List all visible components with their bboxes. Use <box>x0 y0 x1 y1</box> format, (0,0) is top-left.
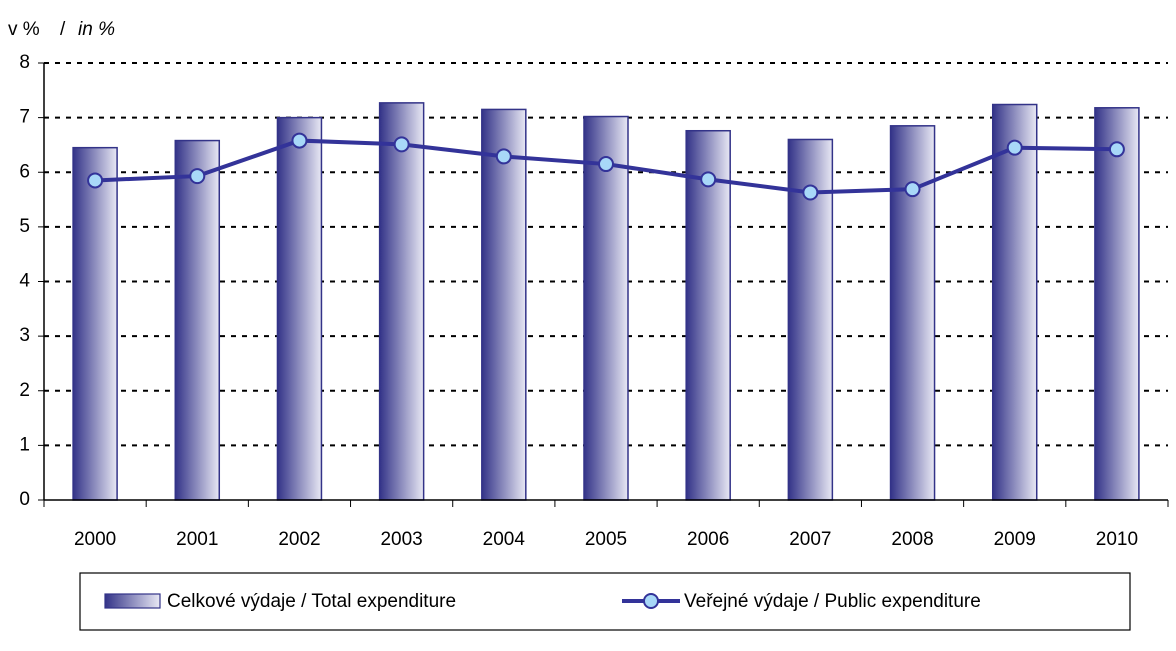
y-tick-label: 7 <box>19 107 30 128</box>
marker <box>1006 139 1023 156</box>
bar <box>991 103 1038 501</box>
y-tick-label: 5 <box>19 216 30 237</box>
marker <box>802 184 819 201</box>
x-tick-label: 2003 <box>380 529 422 550</box>
x-tick-label: 2010 <box>1096 529 1138 550</box>
legend-label: Celkové výdaje / Total expenditure <box>167 591 456 612</box>
marker <box>291 132 308 149</box>
marker <box>87 172 104 189</box>
bar <box>583 115 629 501</box>
y-tick-label: 8 <box>19 52 30 73</box>
x-tick-label: 2002 <box>278 529 320 550</box>
legend-label: Veřejné výdaje / Public expenditure <box>684 591 981 612</box>
x-tick-label: 2001 <box>176 529 218 550</box>
x-tick-label: 2008 <box>891 529 933 550</box>
marker <box>598 156 614 173</box>
y-tick-label: 6 <box>19 161 30 182</box>
legend-box <box>79 572 1131 631</box>
x-tick-label: 2006 <box>687 529 729 550</box>
x-tick-label: 2004 <box>483 529 526 550</box>
bar <box>174 139 221 501</box>
marker <box>189 168 206 185</box>
y-axis-label: v % <box>8 19 40 40</box>
x-tick-label: 2000 <box>74 529 116 550</box>
y-tick-label: 2 <box>19 380 30 401</box>
marker <box>495 148 512 165</box>
bar <box>378 102 425 501</box>
marker <box>904 181 921 198</box>
y-tick-label: 4 <box>19 271 30 292</box>
y-tick-label: 3 <box>19 325 30 346</box>
bar <box>481 108 527 501</box>
y-tick-label: 1 <box>19 434 30 455</box>
bar <box>276 116 323 501</box>
marker <box>700 171 717 188</box>
bar <box>72 146 118 501</box>
x-tick-label: 2007 <box>789 529 831 550</box>
bar <box>685 129 731 501</box>
bar <box>1094 107 1140 501</box>
x-tick-label: 2009 <box>994 529 1036 550</box>
marker <box>393 136 410 153</box>
y-axis-label-english: in % <box>78 19 115 40</box>
legend-swatch <box>104 593 161 609</box>
legend-swatch-marker <box>643 593 659 609</box>
marker <box>1108 141 1125 158</box>
y-tick-label: 0 <box>19 489 30 510</box>
y-axis-label-separator: / <box>60 19 66 40</box>
x-tick-label: 2005 <box>585 529 627 550</box>
